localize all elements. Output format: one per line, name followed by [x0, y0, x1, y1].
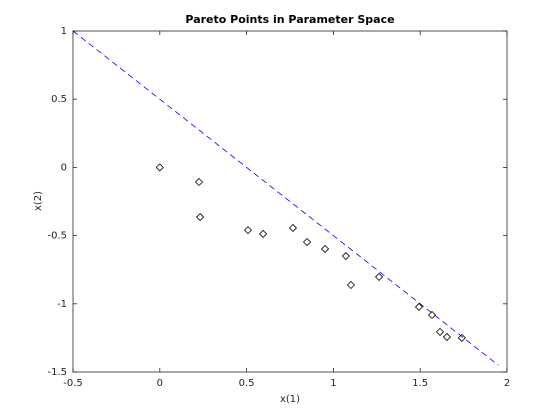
data-point: [435, 327, 445, 336]
x-tick-label: 0.5: [239, 378, 255, 389]
data-line: [72, 30, 499, 366]
x-axis-label: x(1): [280, 394, 300, 405]
data-point: [427, 310, 437, 320]
y-tick-label: 0: [61, 162, 67, 173]
data-point: [346, 280, 355, 290]
data-point: [196, 212, 205, 222]
data-point: [442, 332, 452, 342]
y-tick-label: -1.5: [47, 367, 67, 378]
x-tick-label: 1: [330, 378, 336, 389]
y-tick-label: -0.5: [47, 231, 67, 242]
data-point: [155, 163, 164, 172]
x-tick-label: 2: [504, 378, 510, 389]
y-tick-label: -1: [57, 299, 67, 310]
data-point: [288, 223, 298, 233]
data-point: [341, 251, 350, 261]
x-tick-label: 1.5: [412, 378, 428, 389]
data-point: [302, 237, 312, 247]
data-point: [243, 226, 253, 235]
data-point: [259, 229, 268, 239]
data-point: [457, 333, 466, 342]
y-tick-label: 1: [61, 26, 67, 37]
chart-title: Pareto Points in Parameter Space: [185, 13, 394, 26]
x-tick-label: 0: [157, 378, 163, 389]
y-tick-label: 0.5: [51, 94, 67, 105]
data-point: [194, 177, 204, 187]
data-point: [374, 272, 384, 281]
y-axis-label: x(2): [33, 191, 44, 211]
x-tick-label: -0.5: [63, 378, 83, 389]
data-point: [321, 244, 330, 254]
data-point: [414, 302, 424, 312]
